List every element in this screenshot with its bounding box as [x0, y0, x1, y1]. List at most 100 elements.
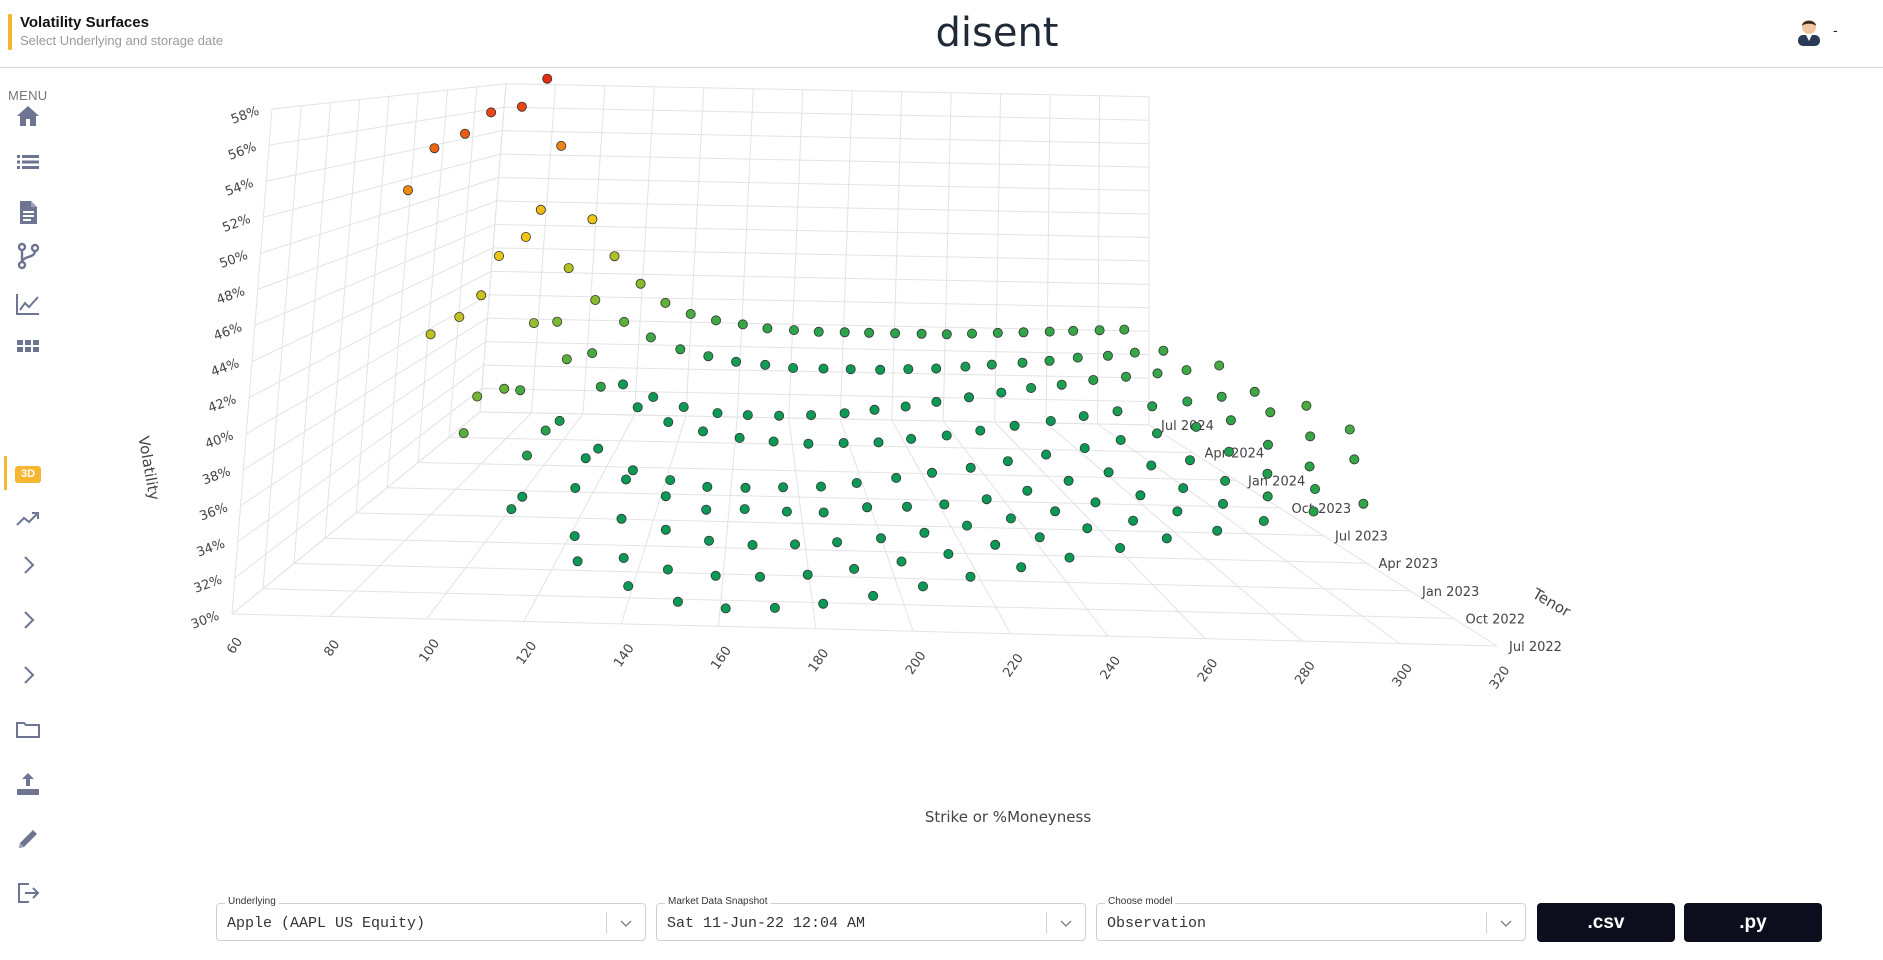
data-point[interactable]: [660, 297, 671, 308]
data-point[interactable]: [1068, 325, 1079, 336]
data-point[interactable]: [803, 438, 814, 449]
data-point[interactable]: [528, 318, 539, 329]
data-point[interactable]: [517, 491, 528, 502]
data-point[interactable]: [698, 426, 709, 437]
data-point[interactable]: [891, 472, 902, 483]
data-point[interactable]: [862, 502, 873, 513]
data-point[interactable]: [768, 436, 779, 447]
data-point[interactable]: [710, 570, 721, 581]
data-point[interactable]: [906, 433, 917, 444]
data-point[interactable]: [981, 494, 992, 505]
data-point[interactable]: [1002, 456, 1013, 467]
data-point[interactable]: [818, 598, 829, 609]
data-point[interactable]: [618, 379, 629, 390]
data-point[interactable]: [1263, 439, 1274, 450]
data-point[interactable]: [1216, 391, 1227, 402]
download-py-button[interactable]: .py: [1684, 903, 1822, 942]
data-point[interactable]: [711, 315, 722, 326]
data-point[interactable]: [712, 408, 723, 419]
home-icon[interactable]: [12, 100, 44, 132]
data-point[interactable]: [943, 548, 954, 559]
data-point[interactable]: [1262, 491, 1273, 502]
data-point[interactable]: [1026, 382, 1037, 393]
data-point[interactable]: [939, 499, 950, 510]
data-point[interactable]: [660, 491, 671, 502]
data-point[interactable]: [902, 501, 913, 512]
data-point[interactable]: [734, 432, 745, 443]
data-point[interactable]: [627, 465, 638, 476]
data-point[interactable]: [1121, 371, 1132, 382]
chevron-down-icon[interactable]: [619, 916, 633, 930]
data-point[interactable]: [459, 128, 470, 139]
data-point[interactable]: [454, 311, 465, 322]
chevron-right-icon[interactable]: [12, 549, 44, 581]
data-point[interactable]: [890, 328, 901, 339]
data-point[interactable]: [1034, 532, 1045, 543]
data-point[interactable]: [868, 590, 879, 601]
data-point[interactable]: [703, 351, 714, 362]
upload-icon[interactable]: [12, 768, 44, 800]
data-point[interactable]: [916, 328, 927, 339]
data-point[interactable]: [965, 571, 976, 582]
data-point[interactable]: [1147, 401, 1158, 412]
data-point[interactable]: [520, 231, 531, 242]
data-point[interactable]: [1262, 468, 1273, 479]
data-point[interactable]: [739, 504, 750, 515]
data-point[interactable]: [1181, 365, 1192, 376]
data-point[interactable]: [618, 552, 629, 563]
data-point[interactable]: [992, 327, 1003, 338]
data-point[interactable]: [1182, 396, 1193, 407]
data-point[interactable]: [1112, 406, 1123, 417]
data-point[interactable]: [941, 430, 952, 441]
data-point[interactable]: [1191, 421, 1202, 432]
data-point[interactable]: [535, 204, 546, 215]
user-name[interactable]: -: [1833, 22, 1838, 38]
data-point[interactable]: [590, 294, 601, 305]
data-point[interactable]: [619, 316, 630, 327]
data-point[interactable]: [845, 364, 856, 375]
data-point[interactable]: [742, 410, 753, 421]
data-point[interactable]: [593, 443, 604, 454]
data-point[interactable]: [572, 556, 583, 567]
data-point[interactable]: [1308, 506, 1319, 517]
data-point[interactable]: [609, 251, 620, 262]
data-point[interactable]: [1041, 449, 1052, 460]
data-point[interactable]: [1152, 368, 1163, 379]
folder-icon[interactable]: [12, 713, 44, 745]
data-point[interactable]: [1304, 461, 1315, 472]
data-point[interactable]: [967, 328, 978, 339]
data-point[interactable]: [1301, 400, 1312, 411]
data-point[interactable]: [919, 527, 930, 538]
data-point[interactable]: [900, 401, 911, 412]
data-point[interactable]: [720, 603, 731, 614]
data-point[interactable]: [1172, 506, 1183, 517]
chevron-right-icon[interactable]: [12, 659, 44, 691]
data-point[interactable]: [672, 596, 683, 607]
data-point[interactable]: [662, 564, 673, 575]
snapshot-select[interactable]: Market Data Snapshot Sat 11-Jun-22 12:04…: [656, 896, 1086, 941]
data-point[interactable]: [540, 425, 551, 436]
data-point[interactable]: [806, 410, 817, 421]
data-point[interactable]: [927, 467, 938, 478]
data-point[interactable]: [1224, 446, 1235, 457]
data-point[interactable]: [990, 539, 1001, 550]
data-point[interactable]: [1218, 498, 1229, 509]
data-point[interactable]: [635, 278, 646, 289]
data-point[interactable]: [918, 581, 929, 592]
data-point[interactable]: [788, 362, 799, 373]
data-point[interactable]: [839, 327, 850, 338]
data-point[interactable]: [493, 250, 504, 261]
data-point[interactable]: [1344, 424, 1355, 435]
data-point[interactable]: [1249, 386, 1260, 397]
data-point[interactable]: [1103, 467, 1114, 478]
data-point[interactable]: [1220, 475, 1231, 486]
data-point[interactable]: [1178, 483, 1189, 494]
data-point[interactable]: [1128, 515, 1139, 526]
data-point[interactable]: [875, 364, 886, 375]
data-point[interactable]: [702, 481, 713, 492]
data-point[interactable]: [1056, 379, 1067, 390]
data-point[interactable]: [1088, 374, 1099, 385]
data-point[interactable]: [515, 385, 526, 396]
data-point[interactable]: [1102, 350, 1113, 361]
data-point[interactable]: [789, 325, 800, 336]
